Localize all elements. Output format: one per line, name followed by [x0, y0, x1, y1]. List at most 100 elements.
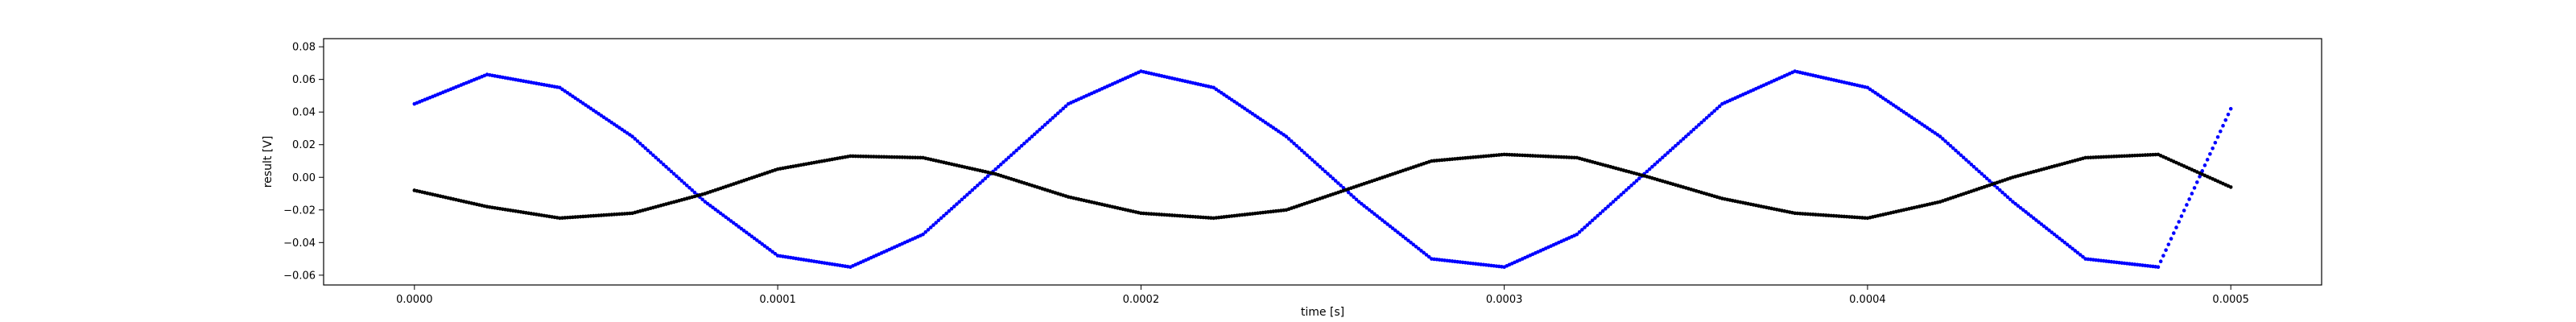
data-point [2099, 155, 2103, 159]
data-point [1889, 101, 1893, 105]
data-point [1585, 223, 1590, 227]
data-point [970, 188, 975, 192]
data-point [928, 225, 933, 229]
data-point [2008, 197, 2013, 202]
data-point [739, 226, 744, 231]
data-point [563, 89, 568, 93]
data-point [737, 225, 741, 229]
data-point [2068, 245, 2072, 249]
data-point [1222, 93, 1226, 97]
data-point [1657, 158, 1662, 162]
data-point [2161, 254, 2165, 258]
data-point [2000, 190, 2004, 195]
y-tick-label: −0.06 [283, 270, 316, 282]
data-point [1027, 137, 1032, 141]
data-point [1865, 85, 1870, 90]
data-point [996, 164, 1001, 169]
y-tick-label: 0.06 [292, 74, 316, 86]
data-point [2112, 155, 2116, 159]
data-point [1927, 127, 1932, 132]
data-point [923, 229, 928, 234]
data-point [944, 211, 948, 216]
data-point [1375, 214, 1379, 218]
x-tick-label: 0.0005 [2212, 294, 2249, 306]
data-point [1699, 120, 1703, 125]
data-point [1224, 94, 1229, 98]
data-point [1009, 153, 1013, 158]
data-point [721, 213, 725, 217]
data-point [628, 133, 632, 137]
y-tick-label: 0.00 [292, 172, 316, 184]
data-point [872, 155, 876, 159]
data-point [1261, 118, 1265, 123]
data-point [1611, 200, 1616, 204]
data-point [588, 106, 593, 111]
data-point [1629, 184, 1633, 188]
data-point [881, 155, 886, 159]
data-point [1624, 188, 1629, 192]
data-point [1681, 137, 1686, 141]
data-point [1974, 167, 1979, 171]
data-point [2029, 214, 2033, 218]
data-point [2070, 246, 2074, 251]
data-point [568, 93, 572, 97]
data-point [2047, 228, 2051, 233]
data-point [690, 188, 695, 192]
data-point [1227, 96, 1232, 101]
data-point [661, 163, 666, 167]
data-point [1331, 176, 1335, 180]
data-point [913, 155, 918, 160]
data-point [1258, 117, 1262, 122]
data-point [2177, 220, 2182, 224]
data-point [2211, 146, 2215, 151]
data-point [1575, 232, 1579, 237]
data-point [1634, 179, 1639, 183]
data-point [2058, 236, 2062, 241]
data-point [877, 155, 881, 159]
data-point [1670, 146, 1675, 151]
data-point [573, 96, 577, 101]
data-point [607, 118, 611, 123]
data-point [617, 126, 621, 130]
data-point [1035, 130, 1039, 134]
data-point [947, 208, 952, 213]
data-point [1616, 195, 1620, 200]
data-point [1061, 106, 1065, 111]
data-point [1346, 190, 1351, 195]
data-point [1390, 226, 1395, 230]
data-point [2117, 154, 2121, 159]
data-point [1666, 151, 1670, 155]
data-point [1653, 163, 1657, 167]
data-point [2021, 208, 2025, 213]
data-point [1032, 132, 1037, 136]
data-point [1689, 130, 1694, 134]
data-point [1406, 238, 1410, 243]
data-point [999, 163, 1003, 167]
data-point [1715, 106, 1719, 111]
data-point [2088, 155, 2093, 159]
data-point [902, 155, 907, 159]
data-point [1707, 114, 1711, 118]
data-point [2013, 201, 2017, 206]
data-point [594, 109, 598, 114]
data-point [614, 124, 619, 128]
data-point [2156, 265, 2161, 270]
data-point [734, 223, 738, 227]
data-point [1604, 207, 1608, 211]
data-point [1697, 122, 1701, 127]
data-point [1263, 120, 1268, 125]
data-point [1663, 153, 1667, 158]
data-point [2031, 216, 2036, 221]
data-point [1587, 221, 1592, 225]
data-point [936, 218, 941, 223]
data-point [1712, 109, 1717, 114]
data-point [2221, 123, 2225, 128]
data-point [1543, 154, 1548, 159]
data-point [1305, 153, 1309, 158]
data-point [1040, 125, 1045, 130]
data-point [980, 179, 985, 183]
data-point [1948, 143, 1953, 148]
data-point [1572, 155, 1576, 160]
data-point [1971, 164, 1976, 169]
